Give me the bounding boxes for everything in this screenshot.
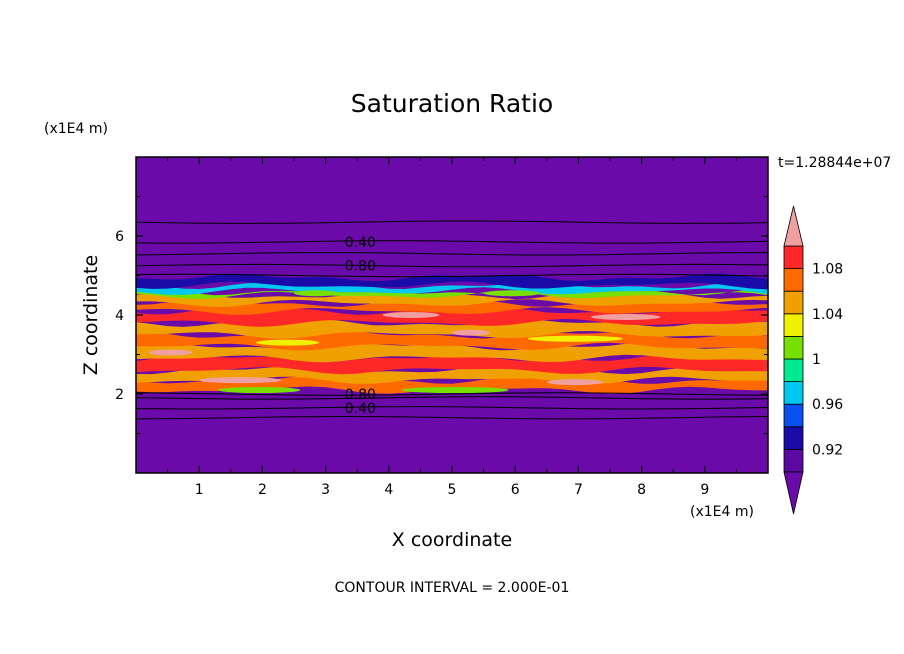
contour-label: 0.40 [345, 235, 376, 251]
colorbar-label: 1.04 [812, 307, 843, 323]
saturation-band [136, 273, 768, 290]
contour-label: 0.80 [345, 387, 376, 403]
colorbar-bin [783, 358, 804, 383]
contour-line [135, 392, 769, 396]
saturation-streak [401, 387, 509, 394]
colorbar-bin [783, 403, 804, 428]
y-axis-ticks: 2 4 6 [115, 196, 768, 434]
colorbar-bin [783, 268, 804, 292]
saturation-band [136, 366, 768, 384]
saturation-band [136, 319, 768, 339]
contour-interval-note: CONTOUR INTERVAL = 2.000E-01 [335, 580, 570, 596]
saturation-band [136, 299, 768, 315]
x-axis-title: X coordinate [392, 529, 512, 551]
contour-line [135, 220, 769, 224]
x-tick-label: 2 [258, 482, 267, 498]
x-axis-ticks: 1 2 3 4 5 6 7 8 9 [167, 157, 737, 498]
x-unit-label: (x1E4 m) [690, 504, 754, 520]
time-label: t=1.28844e+07 [778, 155, 891, 171]
colorbar-bin [783, 335, 804, 360]
x-tick-label: 7 [574, 482, 583, 498]
contour-line [135, 396, 769, 400]
plot-fill-area [136, 157, 768, 473]
colorbar-bin [783, 426, 804, 450]
contour-label: 0.40 [345, 401, 376, 417]
saturation-streak [294, 290, 339, 297]
colorbar: 0.92 0.96 1 1.04 1.08 [783, 205, 843, 515]
colorbar-bin [783, 290, 804, 315]
x-tick-label: 8 [637, 482, 646, 498]
contour-line [135, 240, 769, 244]
saturation-streak [452, 329, 490, 336]
saturation-streak [527, 335, 623, 342]
x-tick-label: 5 [448, 482, 457, 498]
y-axis-title: Z coordinate [80, 255, 102, 375]
contour-labels: 0.400.800.800.40 [345, 235, 376, 417]
saturation-band [136, 342, 768, 363]
saturation-band [136, 307, 768, 327]
y-tick-label: 6 [115, 229, 124, 245]
chart-title: Saturation Ratio [351, 89, 553, 118]
colorbar-bin [783, 381, 804, 405]
colorbar-over-arrow [783, 205, 804, 247]
x-tick-label: 6 [511, 482, 520, 498]
colorbar-label: 0.96 [812, 397, 843, 413]
saturation-band [136, 287, 768, 299]
colorbar-label: 0.92 [812, 442, 843, 458]
saturation-streak [483, 290, 541, 297]
y-tick-label: 4 [115, 308, 124, 324]
contour-lines [135, 220, 769, 420]
colorbar-bin [783, 245, 804, 270]
y-unit-label: (x1E4 m) [44, 121, 108, 137]
saturation-streak [218, 387, 301, 394]
saturation-streak [199, 377, 282, 384]
saturation-streak [382, 312, 440, 318]
colorbar-under-arrow [783, 471, 804, 515]
contour-line [135, 415, 769, 420]
x-tick-label: 1 [195, 482, 204, 498]
colorbar-bin [783, 448, 804, 473]
contour-line [135, 406, 769, 410]
saturation-streak [546, 379, 604, 386]
contour-line [135, 252, 768, 256]
x-tick-label: 9 [700, 482, 709, 498]
saturation-streak [148, 349, 193, 356]
x-tick-label: 3 [321, 482, 330, 498]
y-tick-label: 2 [115, 387, 124, 403]
contour-label: 0.80 [345, 259, 376, 275]
saturation-streak [591, 313, 661, 320]
colorbar-label: 1.08 [812, 262, 843, 278]
saturation-streak [256, 339, 320, 346]
x-tick-label: 4 [384, 482, 393, 498]
contour-line [135, 263, 769, 268]
colorbar-label: 1 [812, 352, 821, 368]
contour-line [135, 273, 769, 278]
colorbar-bin [783, 313, 804, 337]
